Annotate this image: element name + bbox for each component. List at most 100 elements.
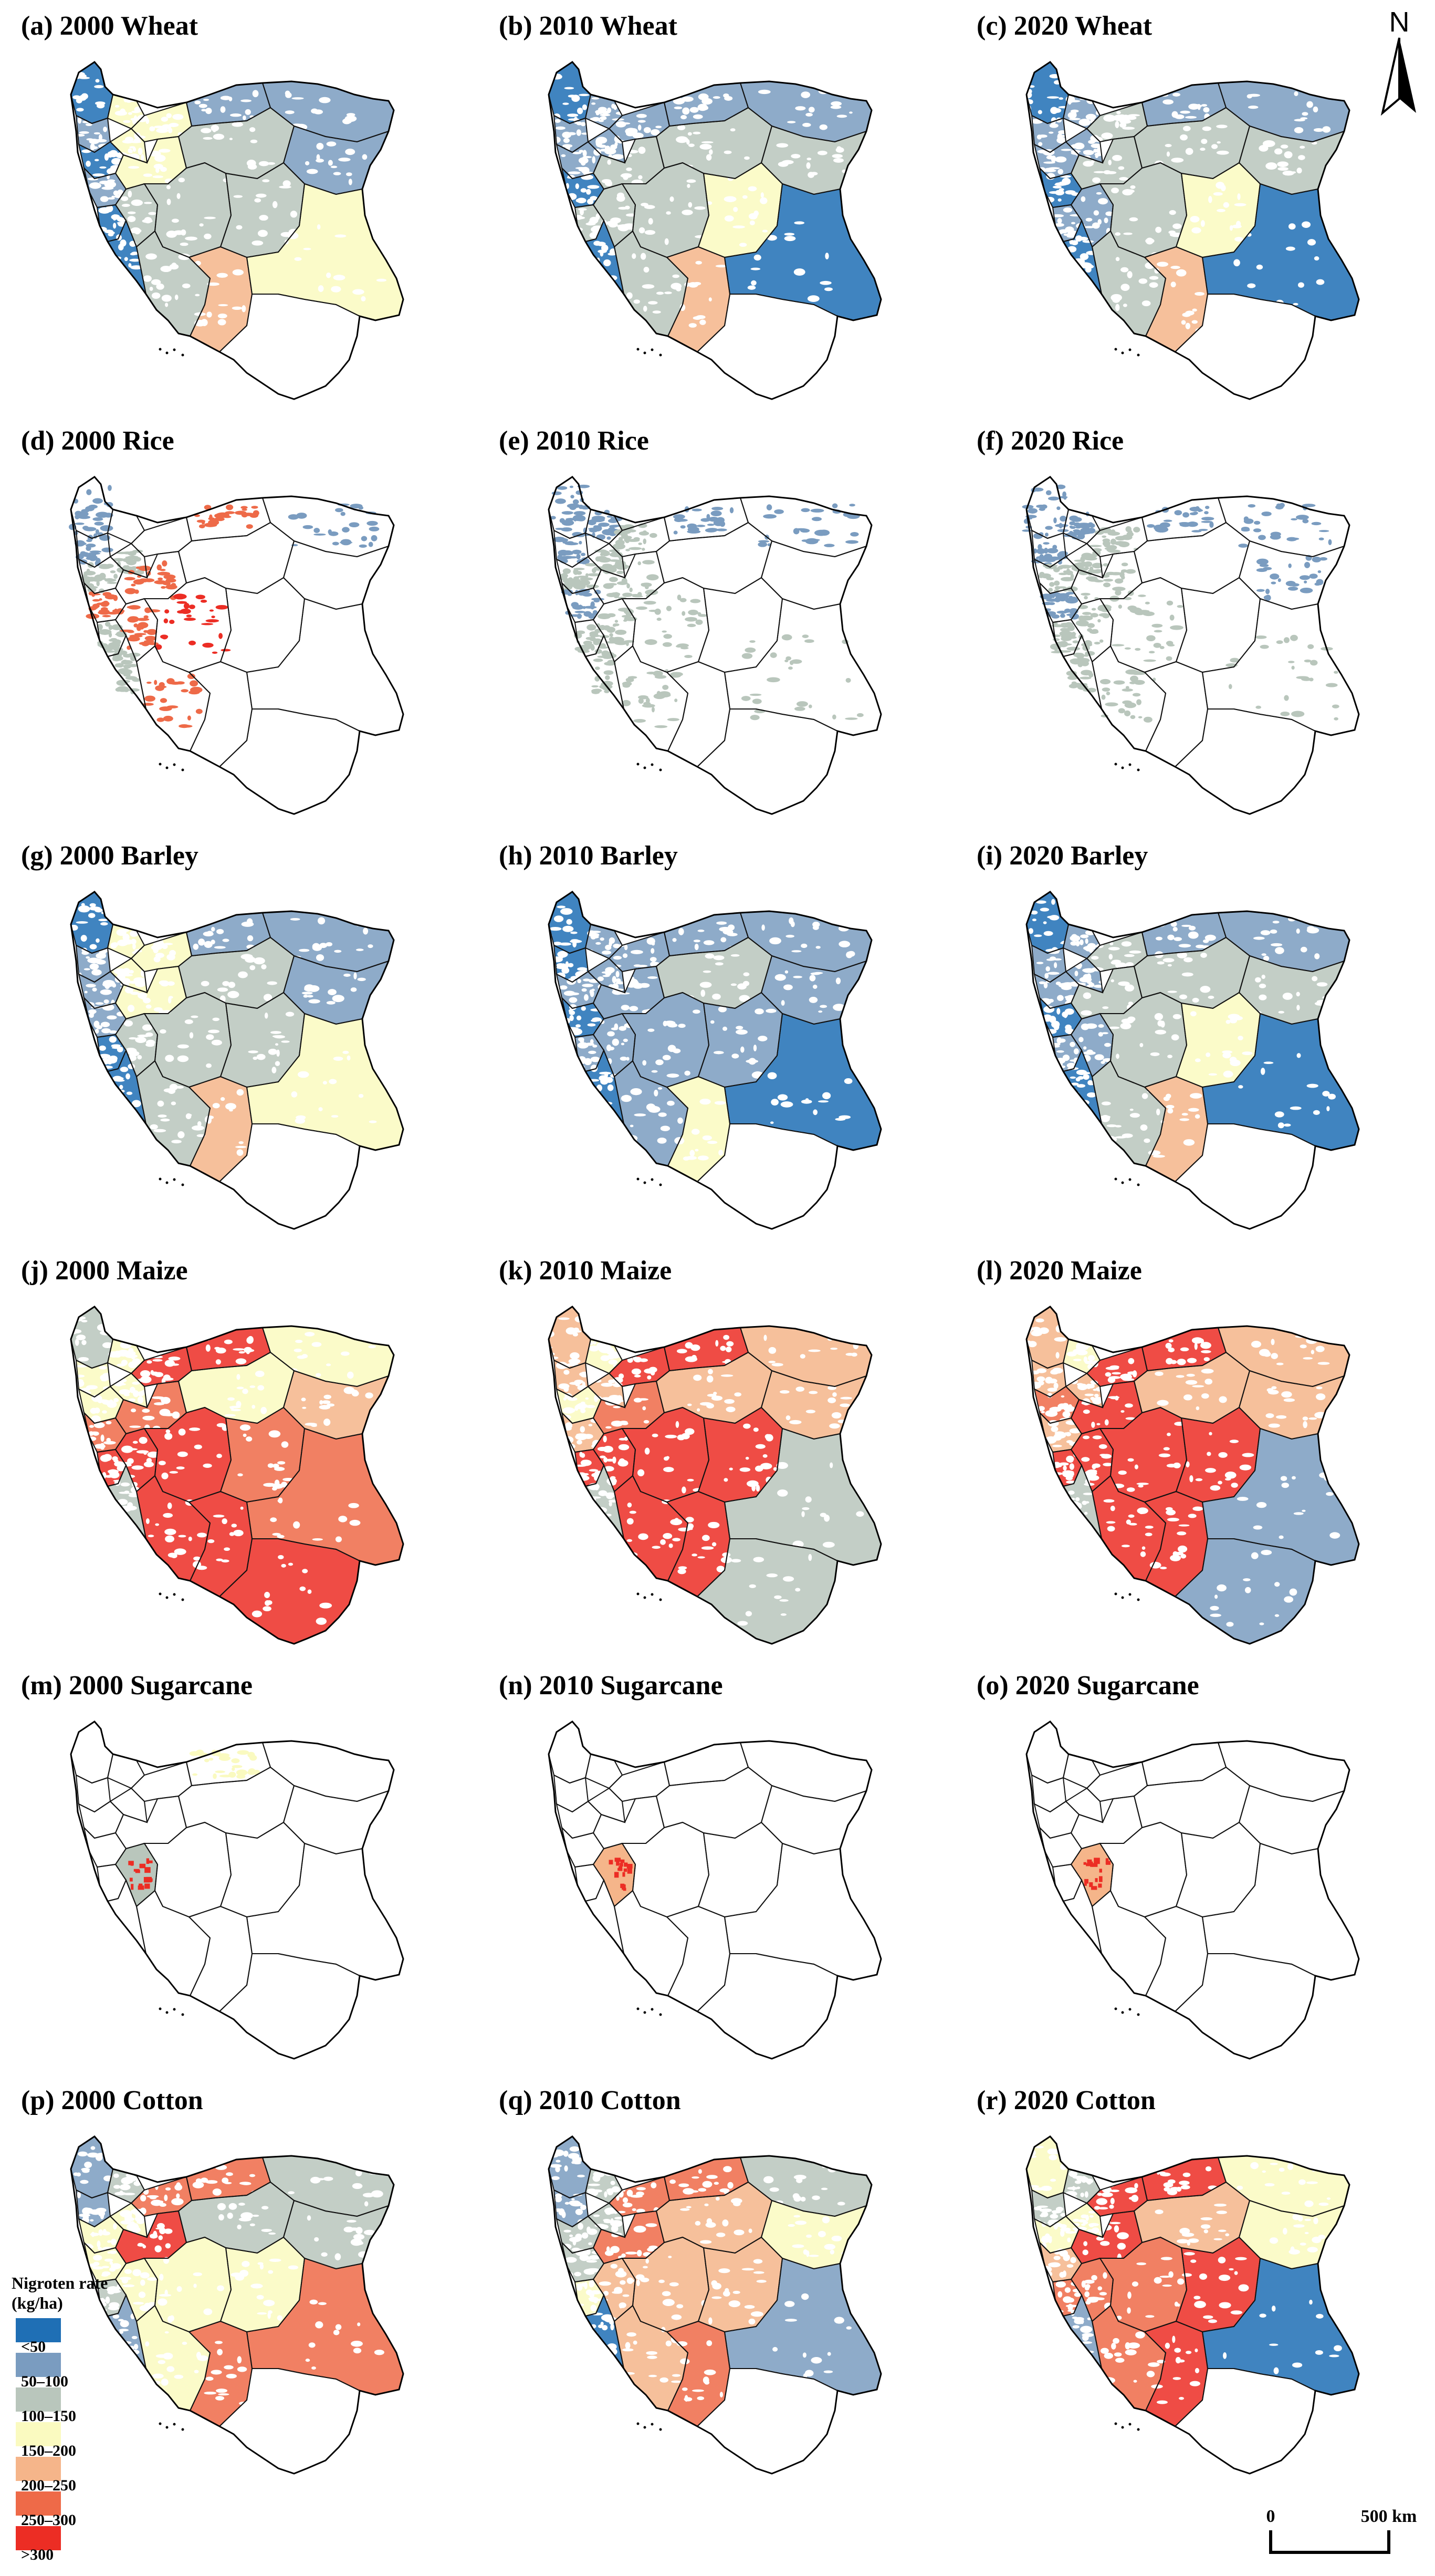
- island: [651, 763, 654, 766]
- island: [1128, 2008, 1132, 2011]
- country-outline: [1025, 1720, 1360, 2060]
- island: [1121, 2011, 1124, 2014]
- region-cc: [656, 937, 772, 1008]
- region-se1: [221, 163, 305, 257]
- region-se3: [1202, 1014, 1359, 1150]
- map-panel-d: (d) 2000 Rice: [21, 425, 494, 840]
- region-cc: [179, 2182, 294, 2253]
- legend-item: 200–250: [12, 2452, 190, 2494]
- region-s1: [144, 1407, 231, 1502]
- map-q: [548, 2135, 882, 2475]
- region-sw2: [108, 2295, 146, 2369]
- island: [1121, 1181, 1124, 1184]
- region-se3: [247, 184, 403, 320]
- region-se3: [1202, 1428, 1359, 1565]
- panel-title-k: (k) 2010 Maize: [499, 1256, 672, 1286]
- province-boundary: [109, 543, 148, 579]
- legend-swatch: [16, 2526, 61, 2550]
- region-se3: [725, 1428, 881, 1565]
- sugarcane-patch: [1071, 1843, 1113, 1906]
- island: [659, 768, 662, 771]
- region-w1: [1034, 2216, 1079, 2253]
- region-e1: [761, 126, 866, 194]
- island: [1121, 351, 1124, 354]
- panel-title-i: (i) 2020 Barley: [977, 841, 1148, 871]
- region-nc: [1142, 83, 1226, 126]
- island: [651, 1593, 654, 1596]
- panel-title-f: (f) 2020 Rice: [977, 426, 1124, 456]
- region-nw3: [75, 532, 113, 567]
- island: [159, 1177, 162, 1181]
- region-sw2: [585, 1465, 624, 1539]
- region-nc: [1142, 1328, 1226, 1371]
- island: [643, 351, 646, 354]
- island: [1128, 763, 1132, 766]
- region-c1: [609, 102, 669, 142]
- region-se3: [1202, 2258, 1359, 2395]
- region-sw1: [116, 2258, 158, 2321]
- legend-label: <50: [21, 2338, 46, 2355]
- region-c2: [110, 2203, 147, 2237]
- island: [643, 766, 646, 769]
- map-o: [1025, 1720, 1360, 2060]
- map-a: [68, 61, 404, 400]
- map-h: [544, 891, 882, 1230]
- legend-item: 150–200: [12, 2417, 190, 2459]
- region-sw2: [1063, 1050, 1102, 1124]
- island: [159, 2422, 162, 2425]
- island: [173, 1593, 176, 1596]
- region-nc: [673, 506, 734, 535]
- region-e1: [284, 126, 389, 194]
- island: [165, 2426, 169, 2429]
- island: [1128, 348, 1132, 351]
- map-panel-q: (q) 2010 Cotton: [499, 2085, 971, 2500]
- region-s1: [622, 1407, 709, 1502]
- country-outline: [1025, 476, 1360, 815]
- legend-label: 150–200: [21, 2442, 76, 2459]
- country-outline: [1025, 891, 1360, 1230]
- region-s2: [1092, 2306, 1166, 2411]
- panel-title-p: (p) 2000 Cotton: [21, 2085, 203, 2115]
- region-nw1: [65, 1307, 114, 1368]
- region-se3: [725, 2258, 881, 2395]
- legend-label: 50–100: [21, 2373, 68, 2390]
- province-boundary: [1065, 1787, 1104, 1823]
- region-nc: [664, 913, 748, 956]
- region-sw2: [108, 1465, 146, 1539]
- legend-items: <50 50–100 100–150 150–200 200–250 250–300 >30…: [12, 2313, 190, 2563]
- region-nw3: [554, 1360, 589, 1397]
- region-c3: [593, 2211, 664, 2264]
- region-sw1: [116, 184, 158, 247]
- island: [1128, 1593, 1132, 1596]
- region-cc: [179, 108, 294, 179]
- country-outline: [1025, 2135, 1360, 2475]
- country-outline: [548, 1720, 882, 2060]
- region-se3: [247, 1428, 403, 1565]
- legend-swatch: [16, 2457, 61, 2481]
- region-se3: [247, 1014, 403, 1150]
- island: [643, 2426, 646, 2429]
- region-c3: [116, 2211, 186, 2264]
- region-w2: [84, 2243, 126, 2282]
- region-ne: [1238, 503, 1332, 548]
- island: [651, 348, 654, 351]
- region-c3: [1071, 2211, 1142, 2264]
- island: [165, 1181, 169, 1184]
- region-c1: [1087, 1347, 1147, 1386]
- island: [1121, 766, 1124, 769]
- region-w2: [1040, 2243, 1082, 2282]
- region-ne: [758, 503, 860, 547]
- region-sw2: [585, 221, 624, 294]
- island: [636, 2422, 640, 2425]
- province-boundary: [109, 2202, 148, 2238]
- panel-title-j: (j) 2000 Maize: [21, 1256, 188, 1286]
- island: [159, 1592, 162, 1595]
- region-nw3: [76, 116, 111, 152]
- region-c1: [1087, 2177, 1147, 2216]
- region-se3: [1225, 634, 1339, 721]
- panel-title-r: (r) 2020 Cotton: [977, 2085, 1156, 2115]
- island: [636, 1592, 640, 1595]
- country-outline: [70, 61, 404, 400]
- island: [165, 2011, 169, 2014]
- province-boundary: [1065, 128, 1104, 164]
